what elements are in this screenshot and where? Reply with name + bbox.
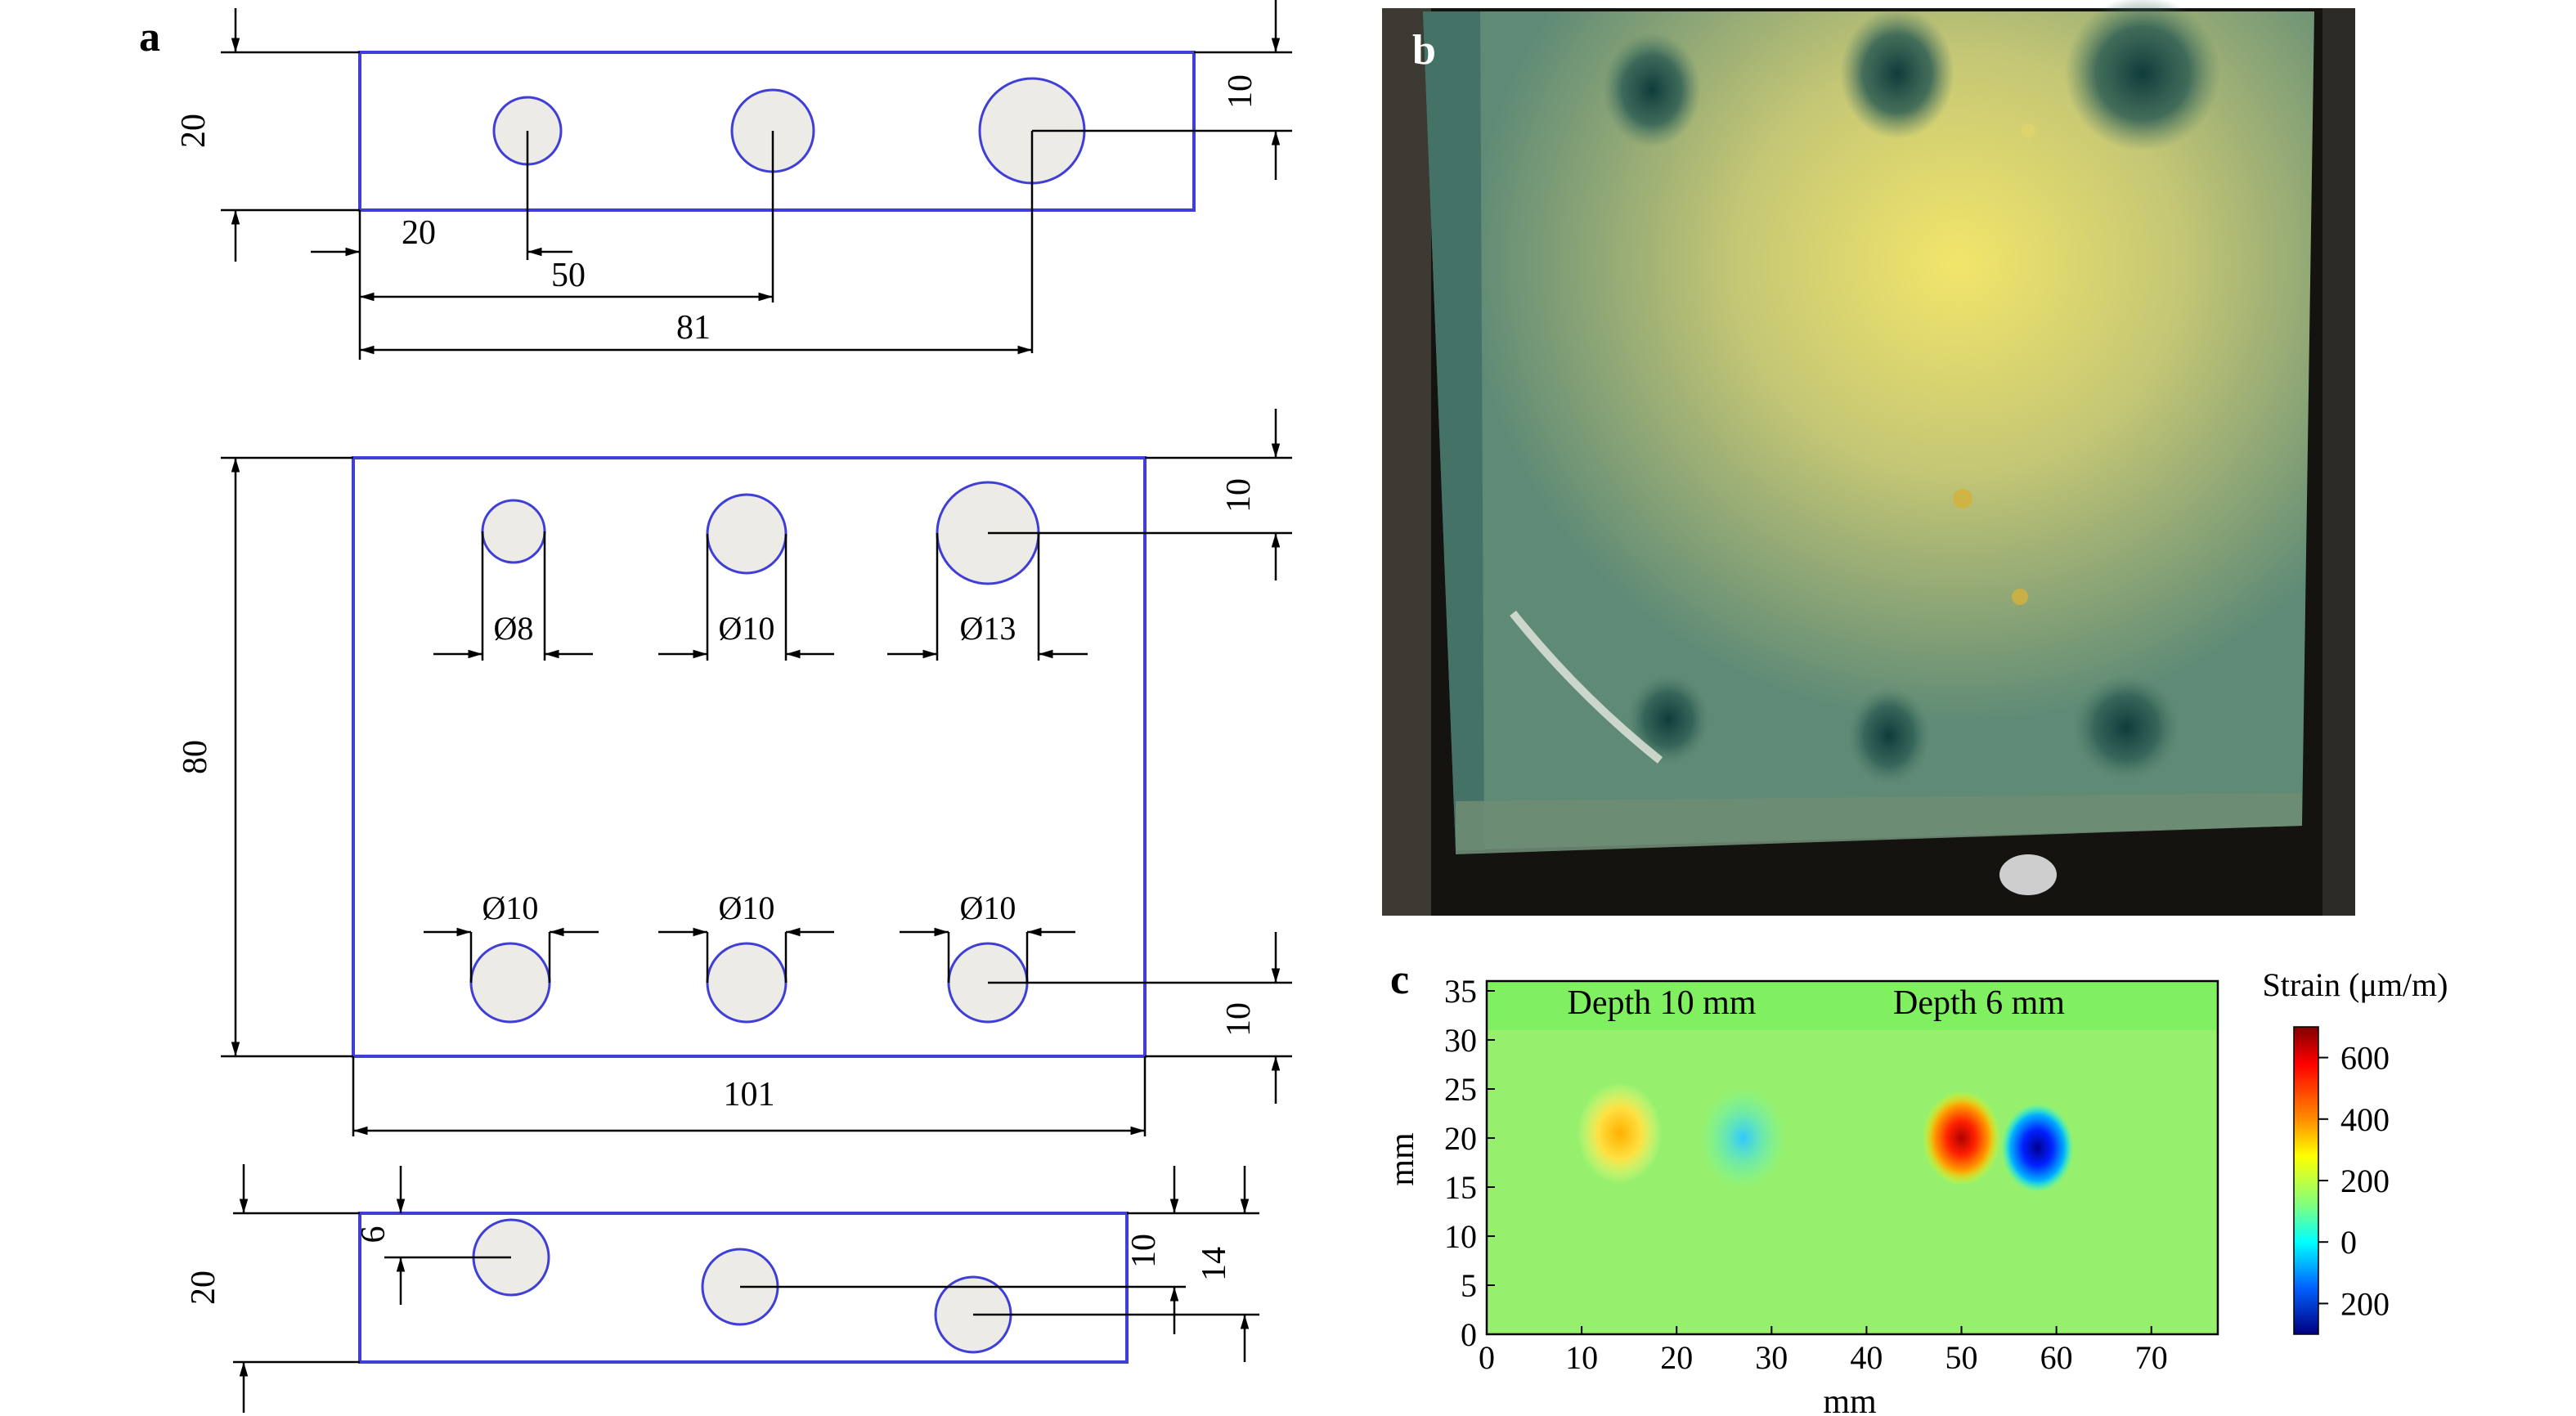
hole-plan-bottom-2 — [706, 942, 788, 1024]
dim-pos-3: 81 — [676, 309, 711, 347]
side-view-top — [221, 0, 1292, 360]
dim-depth-1: 6 — [355, 1226, 393, 1243]
x-axis: 0 10 20 30 40 50 60 70 — [1479, 1326, 2168, 1376]
side-view-bottom — [233, 1164, 1259, 1413]
x-tick-label: 30 — [1755, 1339, 1788, 1376]
strain-feature-3 — [2001, 1104, 2074, 1192]
diameter-bottom-3: Ø10 — [960, 889, 1016, 926]
heatmap-plot-area — [1485, 979, 2219, 1336]
colorbar-tick-label: 400 — [2340, 1101, 2390, 1138]
hole-plan-top-2 — [706, 493, 788, 575]
x-tick-label: 10 — [1565, 1339, 1598, 1376]
strain-feature-4 — [1700, 1087, 1786, 1189]
panel-b: b — [1382, 0, 2355, 916]
panel-a: a 20 10 — [139, 0, 1292, 1413]
dim-pos-2: 50 — [551, 257, 586, 294]
dim-plan-width: 101 — [724, 1076, 775, 1114]
plan-view-outline — [352, 456, 1147, 1058]
x-tick-label: 40 — [1850, 1339, 1883, 1376]
plot-frame — [1485, 979, 2219, 1336]
diameter-top-3: Ø13 — [960, 610, 1016, 647]
specimen-photo — [1423, 11, 2314, 850]
photo-dark-spot-5 — [1848, 687, 1930, 785]
y-tick-label: 10 — [1444, 1218, 1477, 1255]
photo-dark-spot-4 — [1627, 674, 1709, 764]
diameter-bottom-2: Ø10 — [719, 889, 775, 926]
heatmap-field — [1487, 1030, 2218, 1334]
panel-label-a: a — [139, 14, 160, 60]
y-tick-label: 20 — [1444, 1120, 1477, 1157]
y-tick-label: 0 — [1461, 1316, 1477, 1353]
x-tick-label: 0 — [1479, 1339, 1495, 1376]
y-axis: 0 5 10 15 20 25 30 35 — [1444, 973, 1495, 1353]
x-tick-label: 60 — [2040, 1339, 2073, 1376]
y-tick-label: 5 — [1461, 1267, 1477, 1304]
panel-label-b: b — [1412, 27, 1436, 74]
diameter-top-1: Ø8 — [494, 610, 534, 647]
colorbar-tick-label: 0 — [2340, 1224, 2357, 1261]
colorbar-title: Strain (μm/m) — [2263, 966, 2448, 1003]
plan-view — [221, 409, 1292, 1136]
colorbar-gradient — [2293, 1026, 2319, 1335]
photo-dark-spot-6 — [2073, 674, 2179, 781]
dim-plan-height: 80 — [177, 740, 214, 774]
annotation-depth-10: Depth 10 mm — [1568, 984, 1757, 1022]
hole-plan-bottom-1 — [469, 942, 551, 1024]
y-tick-label: 15 — [1444, 1169, 1477, 1206]
dim-plan-bottom-right: 10 — [1220, 1002, 1258, 1037]
colorbar-tick-label: 200 — [2340, 1285, 2390, 1322]
colorbar-tick-label: 200 — [2340, 1163, 2390, 1199]
strain-feature-2 — [1922, 1091, 2001, 1185]
x-axis-label: mm — [1823, 1383, 1877, 1416]
photo-dark-spot-1 — [1603, 33, 1701, 147]
panel-label-c: c — [1390, 957, 1409, 1003]
dim-side-top-height: 20 — [175, 114, 213, 148]
y-tick-label: 35 — [1444, 973, 1477, 1010]
colorbar: Strain (μm/m) 600 400 200 0 200 — [2263, 966, 2448, 1335]
dim-side-bottom-height: 20 — [185, 1270, 222, 1305]
y-tick-label: 30 — [1444, 1022, 1477, 1059]
y-axis-label: mm — [1384, 1132, 1421, 1186]
x-tick-label: 50 — [1945, 1339, 1978, 1376]
y-tick-label: 25 — [1444, 1071, 1477, 1108]
colorbar-tick-label: 600 — [2340, 1040, 2390, 1077]
diameter-top-2: Ø10 — [719, 610, 775, 647]
x-tick-label: 20 — [1660, 1339, 1693, 1376]
dim-depth-3: 14 — [1196, 1247, 1233, 1281]
strain-feature-1 — [1577, 1082, 1663, 1184]
dim-side-top-right: 10 — [1222, 74, 1259, 109]
hole-plan-top-1 — [481, 499, 546, 564]
photo-dark-spot-3 — [2065, 0, 2220, 151]
annotation-depth-6: Depth 6 mm — [1893, 984, 2065, 1022]
dim-depth-2: 10 — [1125, 1234, 1163, 1268]
diameter-bottom-1: Ø10 — [482, 889, 539, 926]
dim-plan-top-right: 10 — [1220, 478, 1258, 513]
x-tick-label: 70 — [2135, 1339, 2168, 1376]
dim-pos-1: 20 — [402, 214, 436, 252]
photo-dark-spot-2 — [1840, 8, 1954, 139]
